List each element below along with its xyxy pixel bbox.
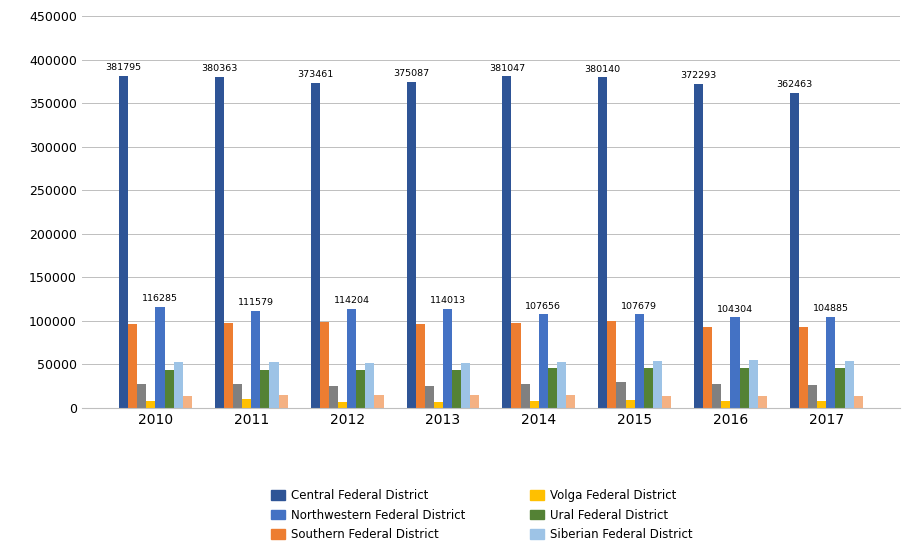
Bar [616,382,625,408]
Bar [844,361,854,408]
Bar [269,362,278,408]
Text: 116285: 116285 [142,294,178,304]
Bar [713,385,722,408]
Bar [311,83,320,408]
Bar [548,368,557,408]
Bar [530,401,539,408]
Bar [808,385,817,408]
Bar [470,395,479,408]
Bar [790,92,799,408]
Bar [347,308,356,408]
Bar [722,401,731,408]
Bar [653,361,662,408]
Text: 381795: 381795 [105,63,142,72]
Text: 380140: 380140 [584,65,621,73]
Bar [278,395,287,408]
Bar [452,370,461,408]
Bar [662,396,671,408]
Bar [625,400,634,408]
Bar [740,368,749,408]
Bar [634,314,644,408]
Bar [557,362,566,408]
Bar [799,326,808,408]
Text: 104885: 104885 [813,304,849,313]
Text: 373461: 373461 [297,71,334,79]
Bar [704,326,713,408]
Bar [128,324,137,408]
Bar [731,317,740,408]
Bar [215,77,224,408]
Bar [356,370,365,408]
Bar [375,395,384,408]
Bar [251,311,260,408]
Text: 380363: 380363 [201,64,237,73]
Text: 107679: 107679 [621,302,657,311]
Bar [817,401,826,408]
Bar [539,314,548,408]
Text: 375087: 375087 [393,69,429,78]
Bar [415,324,425,408]
Bar [694,84,704,408]
Bar [512,323,521,408]
Bar [758,396,767,408]
Bar [644,368,653,408]
Bar [826,317,835,408]
Bar [183,396,192,408]
Bar [503,76,512,408]
Text: 111579: 111579 [238,299,274,307]
Text: 372293: 372293 [681,71,716,81]
Bar [174,362,183,408]
Text: 114204: 114204 [334,296,370,305]
Bar [146,401,155,408]
Bar [119,76,128,408]
Bar [137,384,146,408]
Bar [224,323,233,408]
Bar [406,82,415,408]
Bar [461,363,470,408]
Text: 107656: 107656 [525,302,562,311]
Bar [365,363,375,408]
Text: 362463: 362463 [776,80,813,89]
Bar [443,309,452,408]
Bar [566,395,575,408]
Bar [165,370,174,408]
Bar [425,386,434,408]
Bar [242,399,251,408]
Bar [607,322,616,408]
Bar [854,396,863,408]
Bar [233,385,242,408]
Bar [329,386,338,408]
Text: 114013: 114013 [429,296,465,305]
Legend: Central Federal District, Northwestern Federal District, Southern Federal Distri: Central Federal District, Northwestern F… [266,484,715,544]
Bar [260,370,269,408]
Bar [155,307,165,408]
Bar [434,402,443,408]
Bar [338,402,347,408]
Text: 381047: 381047 [489,64,525,73]
Bar [521,385,530,408]
Bar [598,77,607,408]
Text: 104304: 104304 [717,305,753,314]
Bar [749,360,758,408]
Bar [835,368,844,408]
Bar [320,322,329,408]
